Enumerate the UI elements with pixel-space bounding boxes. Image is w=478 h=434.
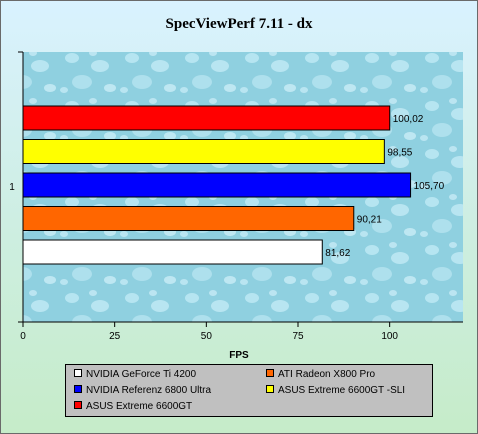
data-label: 98,55 bbox=[387, 148, 412, 159]
bar bbox=[22, 172, 412, 198]
bar bbox=[22, 139, 385, 164]
x-tick-label: 75 bbox=[292, 331, 304, 342]
legend-label: NVIDIA GeForce Ti 4200 bbox=[86, 369, 197, 380]
data-label: 100,02 bbox=[393, 114, 424, 125]
data-label: 90,21 bbox=[357, 215, 382, 226]
data-label: 105,70 bbox=[414, 181, 445, 192]
legend-label: ASUS Extreme 6600GT bbox=[86, 401, 193, 412]
chart-title: SpecViewPerf 7.11 - dx bbox=[165, 16, 313, 32]
legend-swatch bbox=[74, 369, 82, 377]
x-axis-label: FPS bbox=[229, 350, 249, 361]
category-label: 1 bbox=[9, 182, 15, 193]
x-tick-label: 0 bbox=[20, 331, 26, 342]
legend-item: ASUS Extreme 6600GT bbox=[74, 401, 192, 413]
legend: NVIDIA GeForce Ti 4200 ATI Radeon X800 P… bbox=[65, 364, 433, 417]
legend-swatch bbox=[74, 401, 82, 409]
legend-swatch bbox=[74, 385, 82, 393]
data-label: 81,62 bbox=[325, 248, 350, 259]
legend-item: NVIDIA GeForce Ti 4200 bbox=[74, 369, 196, 381]
legend-item: ATI Radeon X800 Pro bbox=[266, 369, 375, 381]
x-tick-label: 25 bbox=[109, 331, 121, 342]
legend-label: ASUS Extreme 6600GT -SLI bbox=[278, 385, 406, 396]
legend-label: NVIDIA Referenz 6800 Ultra bbox=[86, 385, 212, 396]
legend-swatch bbox=[266, 369, 274, 377]
legend-item: ASUS Extreme 6600GT -SLI bbox=[266, 385, 405, 397]
legend-label: ATI Radeon X800 Pro bbox=[278, 369, 376, 380]
bar bbox=[22, 105, 391, 131]
legend-swatch bbox=[266, 385, 274, 393]
x-tick-label: 50 bbox=[201, 331, 213, 342]
legend-item: NVIDIA Referenz 6800 Ultra bbox=[74, 385, 211, 397]
x-tick-label: 100 bbox=[381, 331, 398, 342]
bar bbox=[22, 206, 355, 231]
bar bbox=[22, 239, 323, 265]
